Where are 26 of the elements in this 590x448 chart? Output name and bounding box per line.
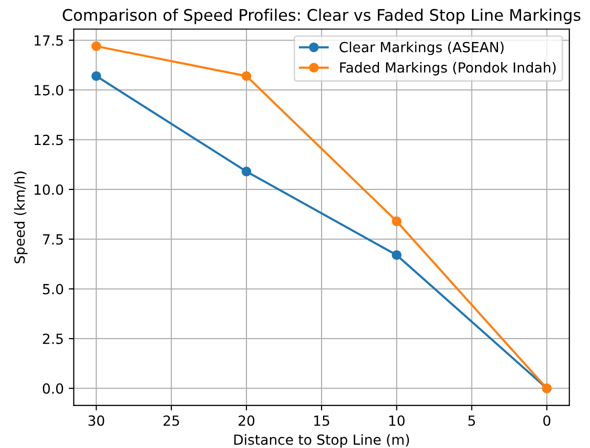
chart-title: Comparison of Speed Profiles: Clear vs Faded Stop Line Markings	[62, 8, 580, 24]
y-tick-label: 0.0	[42, 383, 64, 394]
x-tick-label: 0	[543, 415, 550, 426]
legend-label: Clear Markings (ASEAN)	[340, 42, 504, 56]
y-tick-label: 12.5	[34, 134, 63, 146]
point	[242, 71, 252, 81]
x-tick-label: 15	[314, 416, 330, 426]
x-tick-label: 10	[389, 415, 405, 426]
x-tick-label: 25	[164, 415, 179, 426]
y-tick-label: 17.5	[34, 35, 63, 46]
point	[392, 216, 402, 226]
y-tick-label: 5.0	[43, 284, 64, 294]
y-axis-title: Speed (km/h)	[14, 172, 28, 264]
y-tick-label: 7.5	[43, 234, 63, 245]
legend-label: Faded Markings (Pondok Indah)	[340, 62, 556, 76]
y-tick-label: 10.0	[34, 184, 64, 195]
point	[242, 166, 252, 176]
y-tick-label: 2.5	[42, 334, 63, 344]
point	[392, 250, 402, 260]
x-axis-title: Distance to Stop Line (m)	[234, 434, 409, 448]
x-tick-label: 5	[468, 416, 475, 426]
x-tick-label: 20	[238, 415, 254, 426]
y-tick-label: 15.0	[34, 84, 64, 96]
point	[91, 71, 102, 81]
x-tick-label: 30	[88, 415, 104, 426]
point	[91, 41, 102, 52]
